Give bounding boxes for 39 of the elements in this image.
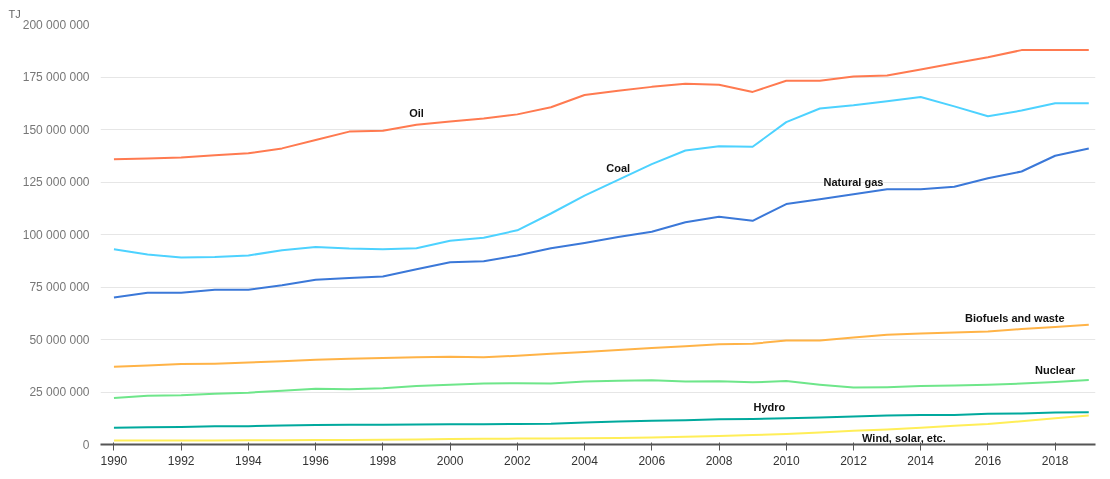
x-tick-label: 2018	[1041, 453, 1069, 468]
annotation: Nuclear	[1034, 363, 1077, 376]
line-series	[112, 414, 1090, 442]
line-series	[112, 411, 1090, 429]
x-tick-label: 2016	[974, 453, 1002, 468]
line-series	[112, 147, 1090, 299]
y-tick-label: 150 000 000	[22, 122, 90, 137]
y-tick-label: 125 000 000	[22, 175, 90, 189]
annotation: Natural gas	[823, 176, 884, 189]
x-tick-label: 2002	[503, 453, 531, 468]
line-series	[112, 95, 1090, 259]
y-tick-label: 75 000 000	[29, 280, 90, 294]
x-tick-label: 1994	[235, 453, 263, 468]
x-tick-label: 2014	[907, 453, 935, 468]
x-tick-label: 2000	[436, 453, 464, 468]
x-tick-label: 1992	[167, 453, 195, 468]
x-tick-label: 2012	[840, 453, 868, 468]
line-series	[112, 323, 1090, 368]
y-axis-title: TJ	[8, 7, 21, 20]
annotation: Coal	[606, 161, 631, 174]
line-series	[112, 379, 1090, 399]
annotation: Wind, solar, etc.	[862, 431, 946, 444]
y-tick-label: 175 000 000	[22, 70, 90, 84]
x-tick-label: 2008	[705, 453, 733, 468]
x-tick-label: 1990	[100, 453, 128, 468]
x-tick-label: 2006	[638, 453, 666, 468]
y-tick-label: 0	[82, 437, 90, 452]
x-tick-label: 2004	[571, 453, 599, 468]
x-tick-label: 2010	[772, 453, 800, 468]
x-tick-label: 1998	[369, 453, 397, 468]
y-tick-label: 100 000 000	[22, 227, 90, 242]
annotation: Biofuels and waste	[965, 312, 1065, 325]
x-tick-label: 1996	[302, 453, 330, 468]
y-tick-label: 200 000 000	[22, 17, 90, 32]
y-tick-label: 50 000 000	[29, 332, 90, 347]
annotation: Hydro	[753, 400, 786, 413]
line-series	[112, 49, 1090, 161]
y-tick-label: 25 000 000	[29, 385, 90, 399]
annotation: Oil	[409, 106, 424, 119]
